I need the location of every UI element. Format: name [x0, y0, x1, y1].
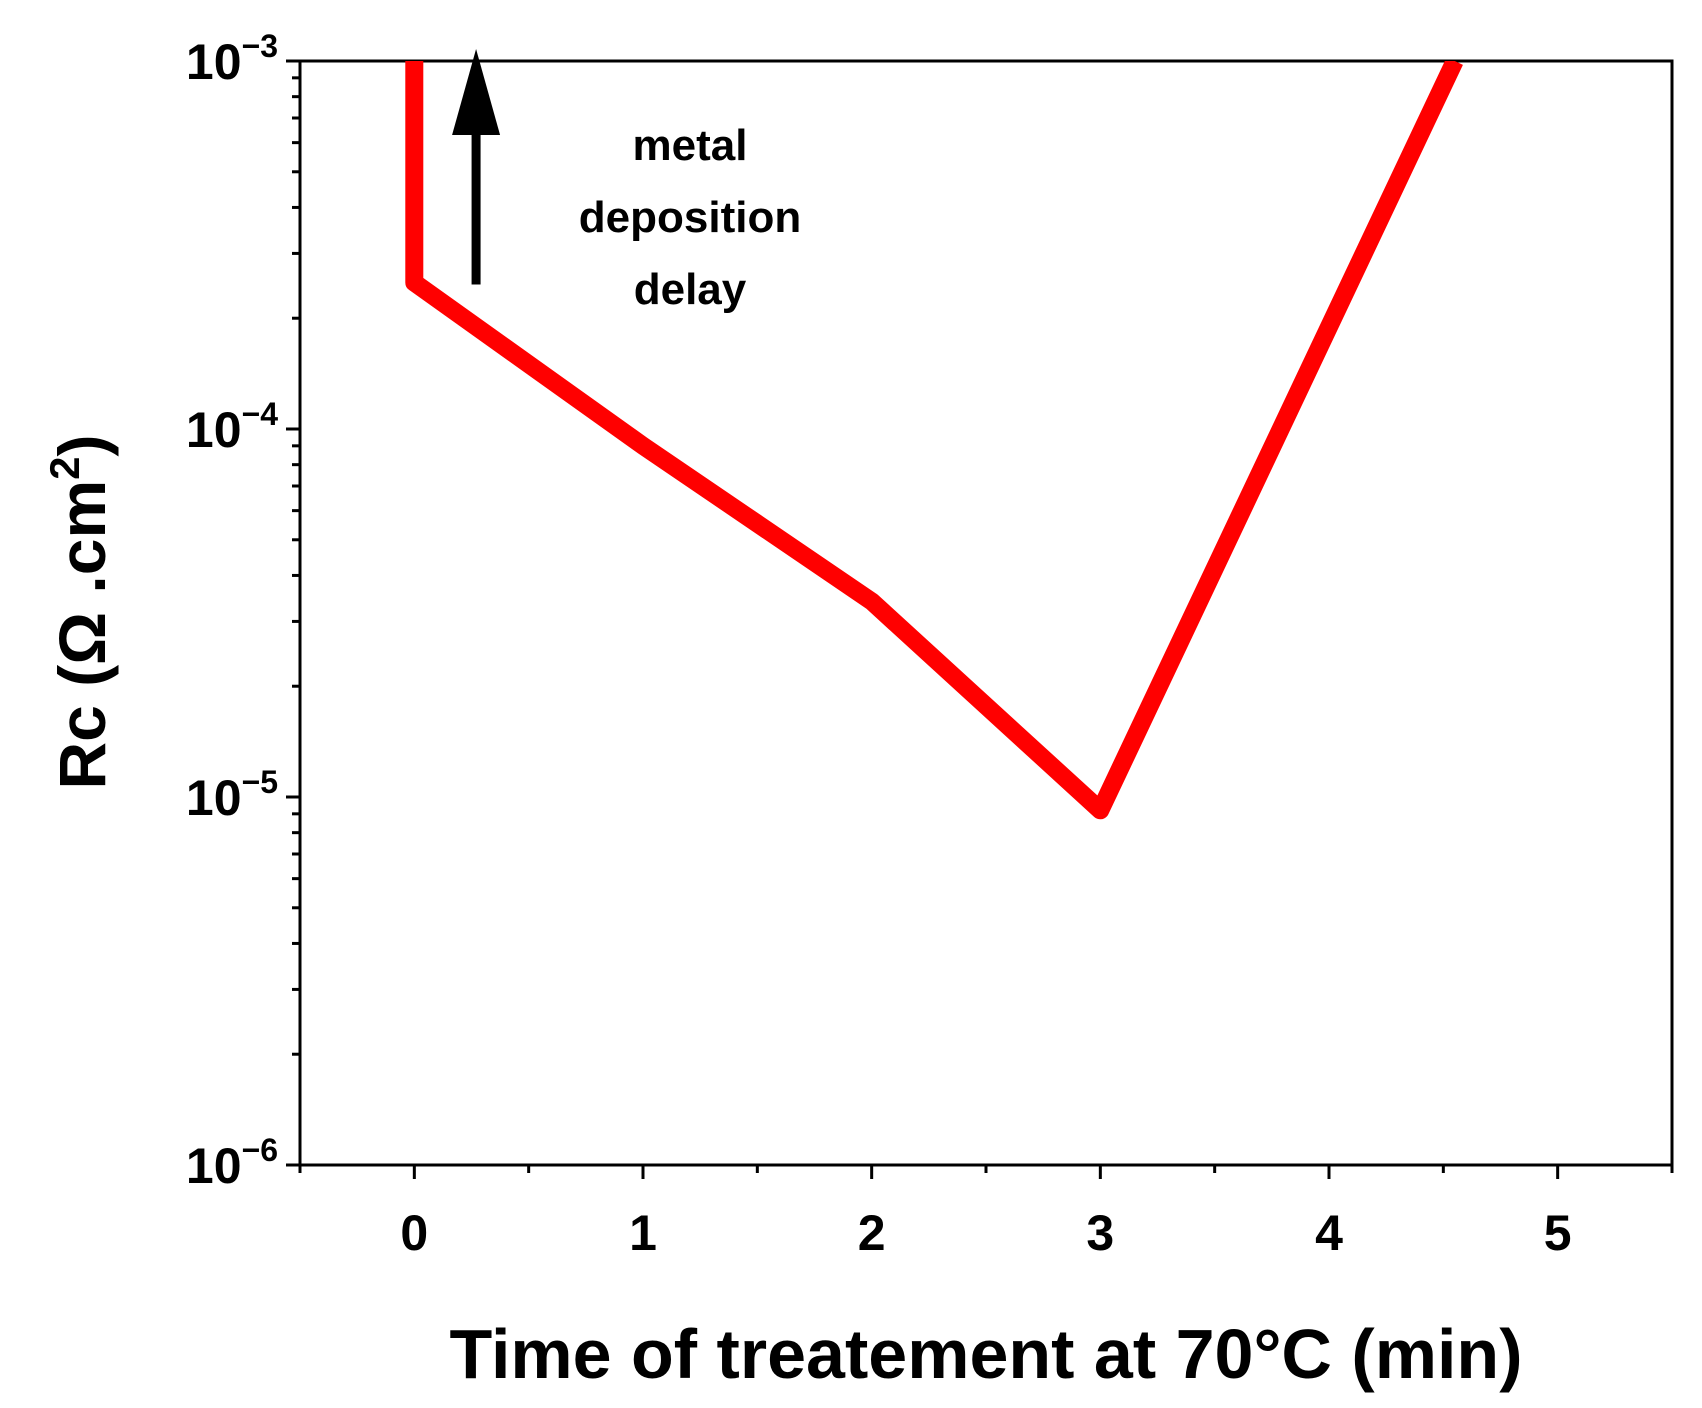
annotation: metal deposition delay [452, 49, 801, 314]
annotation-text-line: delay [634, 265, 747, 314]
x-tick-label: 3 [1086, 1205, 1114, 1261]
y-tick-base: 10 [186, 1138, 242, 1194]
x-tick-label: 2 [858, 1205, 886, 1261]
x-tick-label: 4 [1315, 1205, 1343, 1261]
y-tick-label: 10−6 [186, 1132, 278, 1194]
x-axis-title: Time of treatement at 70°C (min) [449, 1315, 1522, 1393]
y-tick-exponent: −3 [242, 28, 278, 64]
y-tick-label: 10−5 [186, 764, 278, 826]
y-tick-exponent: −4 [242, 396, 279, 432]
x-axis: 0 1 2 3 4 5 [298, 1165, 1674, 1261]
annotation-arrow-head [452, 49, 501, 135]
x-tick-label: 1 [629, 1205, 657, 1261]
series-layer [405, 61, 1463, 820]
y-axis-title-close: ) [45, 434, 119, 456]
y-axis-title: Rc (Ω .cm2) [41, 434, 119, 789]
y-tick-base: 10 [186, 770, 242, 826]
series-line-rc [405, 61, 1463, 820]
y-tick-exponent: −6 [242, 1132, 278, 1168]
x-tick-label: 0 [400, 1205, 428, 1261]
plot-frame [298, 59, 1674, 1167]
y-axis-title-main: Rc (Ω .cm [45, 480, 119, 790]
y-tick-base: 10 [186, 34, 242, 90]
y-tick-exponent: −5 [242, 764, 278, 800]
y-tick-label: 10−4 [186, 396, 278, 458]
y-axis-title-superscript: 2 [41, 456, 88, 479]
y-tick-label: 10−3 [186, 28, 278, 90]
y-axis: 10−610−510−410−3 [186, 28, 300, 1194]
annotation-text-line: deposition [579, 193, 801, 242]
y-tick-base: 10 [186, 402, 242, 458]
x-tick-label: 5 [1544, 1205, 1572, 1261]
annotation-text-line: metal [633, 121, 748, 170]
